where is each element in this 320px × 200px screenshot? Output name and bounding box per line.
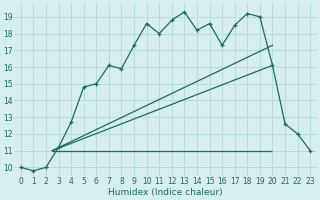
X-axis label: Humidex (Indice chaleur): Humidex (Indice chaleur) (108, 188, 223, 197)
